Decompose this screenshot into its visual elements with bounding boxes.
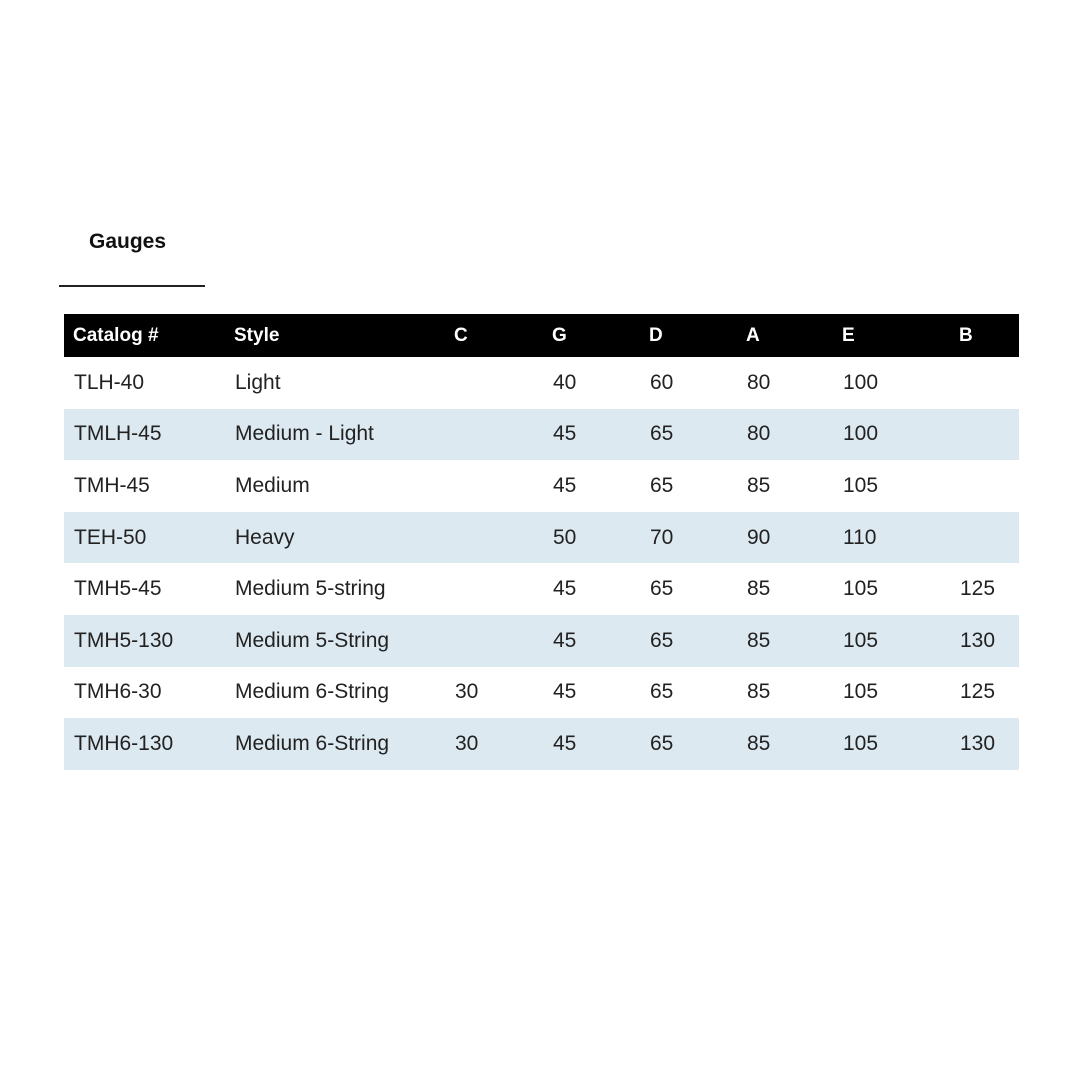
cell-catalog: TMH5-45 xyxy=(74,577,162,601)
cell-a: 85 xyxy=(737,718,833,770)
cell-g: 45 xyxy=(543,614,640,667)
cell-e: 100 xyxy=(833,408,950,461)
cell-c: 30 xyxy=(445,718,543,770)
cell-d: 65 xyxy=(650,577,674,601)
cell-d: 65 xyxy=(650,473,674,497)
table-row: TMH6-130 Medium 6-String 30 45 65 85 105 130 xyxy=(64,718,1019,770)
cell-a: 85 xyxy=(747,680,771,704)
cell-b: 130 xyxy=(950,718,1019,770)
cell-catalog: TMH6-30 xyxy=(74,680,162,704)
cell-b: 125 xyxy=(960,680,996,704)
cell-g: 45 xyxy=(553,473,577,497)
cell-c: 30 xyxy=(455,680,479,704)
cell-d: 60 xyxy=(650,370,674,394)
cell-e: 105 xyxy=(843,680,879,704)
cell-b xyxy=(950,357,1019,409)
cell-e: 100 xyxy=(843,370,879,394)
cell-c xyxy=(445,511,543,564)
cell-d: 65 xyxy=(640,718,737,770)
column-header-style: Style xyxy=(225,314,445,357)
cell-g: 50 xyxy=(543,511,640,564)
cell-a: 85 xyxy=(747,473,771,497)
cell-style: Medium 5-string xyxy=(235,577,386,601)
table-row: TMH5-130 Medium 5-String 45 65 85 105 130 xyxy=(64,614,1019,667)
cell-c xyxy=(445,408,543,461)
cell-style: Light xyxy=(235,370,281,394)
cell-style: Medium - Light xyxy=(225,408,445,461)
cell-style: Medium 6-String xyxy=(225,718,445,770)
gauges-table: Catalog # Style C G D A E B TLH-40 Light 40 60 80 10… xyxy=(64,314,1019,770)
cell-b xyxy=(950,511,1019,564)
cell-g: 40 xyxy=(553,370,577,394)
cell-c xyxy=(445,460,543,512)
header-row: Catalog # Style C G D A E B xyxy=(64,314,1019,357)
cell-style: Heavy xyxy=(225,511,445,564)
column-header-b: B xyxy=(950,314,1019,357)
table-row: TMH5-45 Medium 5-string 45 65 85 105 125 xyxy=(64,563,1019,615)
cell-e: 105 xyxy=(833,614,950,667)
cell-a: 90 xyxy=(737,511,833,564)
column-header-c: C xyxy=(445,314,543,357)
cell-style: Medium xyxy=(235,473,310,497)
cell-e: 105 xyxy=(843,577,879,601)
cell-d: 65 xyxy=(640,614,737,667)
cell-catalog: TMH6-130 xyxy=(64,718,225,770)
cell-a: 80 xyxy=(747,370,771,394)
table-row: TMLH-45 Medium - Light 45 65 80 100 xyxy=(64,408,1019,461)
cell-e: 105 xyxy=(843,473,879,497)
cell-d: 65 xyxy=(640,408,737,461)
cell-g: 45 xyxy=(543,718,640,770)
cell-style: Medium 6-String xyxy=(235,680,390,704)
tab-gauges-label: Gauges xyxy=(89,230,167,253)
cell-e: 105 xyxy=(833,718,950,770)
column-header-d: D xyxy=(640,314,737,357)
cell-b xyxy=(950,408,1019,461)
cell-catalog: TEH-50 xyxy=(64,511,225,564)
cell-b xyxy=(950,460,1019,512)
table-row: TEH-50 Heavy 50 70 90 110 xyxy=(64,511,1019,564)
cell-catalog: TLH-40 xyxy=(74,370,145,394)
cell-c xyxy=(445,563,543,615)
cell-catalog: TMH5-130 xyxy=(64,614,225,667)
cell-a: 85 xyxy=(747,577,771,601)
cell-style: Medium 5-String xyxy=(225,614,445,667)
cell-c xyxy=(445,614,543,667)
column-header-catalog: Catalog # xyxy=(64,314,225,357)
cell-a: 85 xyxy=(737,614,833,667)
tab-gauges[interactable]: Gauges xyxy=(59,225,205,287)
table-row: TMH6-30 Medium 6-String 30 45 65 85 105 125 xyxy=(64,667,1019,719)
cell-c xyxy=(445,357,543,409)
cell-a: 80 xyxy=(737,408,833,461)
cell-g: 45 xyxy=(553,577,577,601)
table-row: TLH-40 Light 40 60 80 100 xyxy=(64,357,1019,409)
cell-g: 45 xyxy=(553,680,577,704)
column-header-e: E xyxy=(833,314,950,357)
cell-d: 65 xyxy=(650,680,674,704)
cell-catalog: TMLH-45 xyxy=(64,408,225,461)
cell-d: 70 xyxy=(640,511,737,564)
cell-e: 110 xyxy=(833,511,950,564)
cell-b: 125 xyxy=(960,577,996,601)
cell-catalog: TMH-45 xyxy=(74,473,150,497)
column-header-g: G xyxy=(543,314,640,357)
column-header-a: A xyxy=(737,314,833,357)
table-row: TMH-45 Medium 45 65 85 105 xyxy=(64,460,1019,512)
cell-b: 130 xyxy=(950,614,1019,667)
cell-g: 45 xyxy=(543,408,640,461)
